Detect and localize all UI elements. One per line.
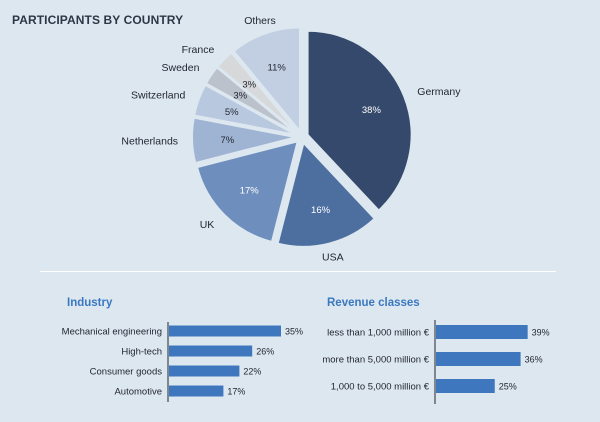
revenue-bar-more-than-5-000-million xyxy=(436,352,521,366)
revenue-category-label: more than 5,000 million € xyxy=(322,355,429,366)
pie-value-netherlands: 7% xyxy=(221,135,235,146)
industry-category-label: High-tech xyxy=(121,347,162,358)
revenue-value-label: 25% xyxy=(499,382,517,392)
industry-category-label: Consumer goods xyxy=(90,367,163,378)
industry-category-label: Automotive xyxy=(114,387,162,398)
industry-bar-high-tech xyxy=(169,345,253,357)
revenue-category-label: less than 1,000 million € xyxy=(327,328,430,339)
page-title: PARTICIPANTS BY COUNTRY xyxy=(12,13,184,27)
pie-value-switzerland: 5% xyxy=(225,107,239,118)
pie-slice-netherlands xyxy=(191,116,297,165)
pie-slice-france xyxy=(216,51,299,134)
pie-label-france: France xyxy=(182,44,215,56)
industry-bar-mechanical-engineering xyxy=(169,325,281,337)
industry-value-label: 35% xyxy=(285,327,303,337)
revenue-value-label: 36% xyxy=(525,355,543,365)
pie-slice-others xyxy=(232,26,301,135)
pie-value-others: 11% xyxy=(268,62,287,73)
country-pie-chart: 38% Germany 16% USA 17% UK 7% Netherlands 5% Swit… xyxy=(121,15,461,264)
industry-chart-title: Industry xyxy=(67,297,113,309)
revenue-bar-1-000-to-5-000-million xyxy=(436,379,495,393)
pie-slice-sweden xyxy=(204,65,298,135)
pie-label-netherlands: Netherlands xyxy=(121,135,178,147)
pie-slice-uk xyxy=(195,139,300,244)
pie-value-germany: 38% xyxy=(362,105,382,116)
pie-value-uk: 17% xyxy=(240,185,260,196)
pie-label-usa: USA xyxy=(322,252,344,264)
industry-value-label: 26% xyxy=(256,347,274,357)
revenue-category-label: 1,000 to 5,000 million € xyxy=(331,382,430,393)
pie-value-france: 3% xyxy=(242,80,256,91)
pie-value-usa: 16% xyxy=(311,205,331,216)
pie-label-uk: UK xyxy=(200,219,215,231)
pie-label-sweden: Sweden xyxy=(161,62,199,74)
revenue-bar-less-than-1-000-million xyxy=(436,325,528,339)
industry-category-label: Mechanical engineering xyxy=(62,327,162,338)
pie-label-germany: Germany xyxy=(417,86,461,98)
industry-bar-consumer-goods xyxy=(169,365,240,377)
revenue-chart-title: Revenue classes xyxy=(327,297,420,309)
revenue-value-label: 39% xyxy=(532,328,550,338)
pie-slice-switzerland xyxy=(193,83,297,136)
pie-label-switzerland: Switzerland xyxy=(131,89,185,101)
pie-slice-usa xyxy=(276,140,377,248)
pie-value-sweden: 3% xyxy=(233,91,247,102)
industry-value-label: 22% xyxy=(243,367,261,377)
pie-label-others: Others xyxy=(244,15,276,27)
industry-bar-automotive xyxy=(169,385,224,397)
pie-slice-germany xyxy=(306,29,413,213)
section-divider xyxy=(40,271,556,272)
industry-value-label: 17% xyxy=(227,387,245,397)
